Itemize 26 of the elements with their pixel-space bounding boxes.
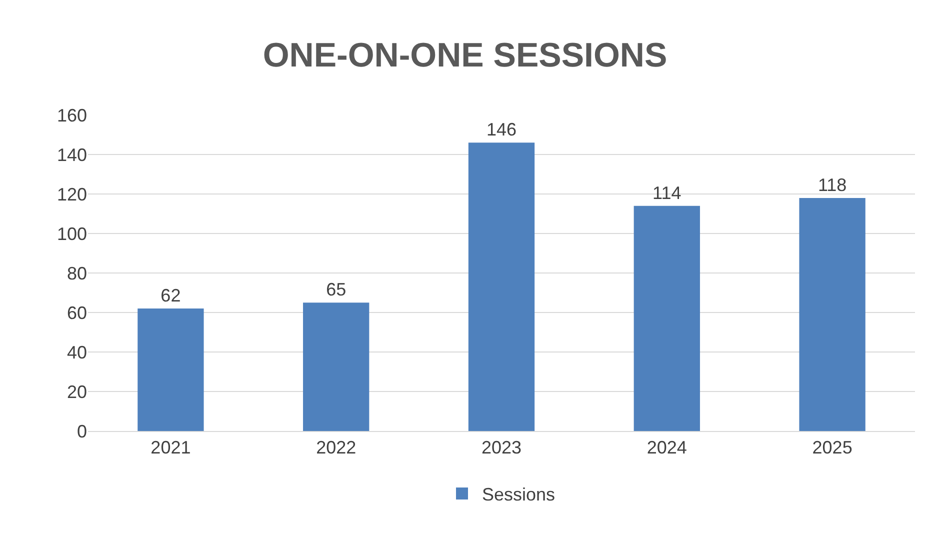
- bar: [303, 302, 370, 431]
- bar: [799, 198, 866, 431]
- x-tick-label: 2024: [646, 438, 687, 458]
- data-label: 146: [486, 120, 517, 140]
- y-tick-label: 100: [56, 224, 87, 244]
- x-tick-label: 2025: [812, 438, 852, 458]
- bar: [138, 308, 204, 431]
- data-label: 62: [160, 286, 181, 306]
- legend-label: Sessions: [482, 484, 556, 504]
- y-tick-label: 160: [56, 105, 87, 126]
- y-tick-label: 80: [66, 263, 87, 284]
- y-tick-label: 0: [76, 421, 87, 442]
- y-tick-label: 120: [56, 184, 87, 204]
- data-label: 118: [818, 174, 847, 195]
- bar: [468, 142, 535, 431]
- y-tick-label: 40: [66, 342, 87, 362]
- x-tick-label: 2021: [150, 438, 191, 458]
- y-tick-label: 20: [66, 382, 87, 402]
- bar: [634, 206, 700, 431]
- x-tick-label: 2023: [481, 438, 522, 458]
- x-tick-label: 2022: [316, 438, 356, 458]
- chart-title: ONE-ON-ONE SESSIONS: [262, 36, 668, 74]
- y-tick-label: 60: [66, 302, 87, 323]
- data-label: 114: [652, 182, 682, 203]
- data-label: 65: [326, 280, 346, 300]
- y-tick-label: 140: [56, 144, 87, 165]
